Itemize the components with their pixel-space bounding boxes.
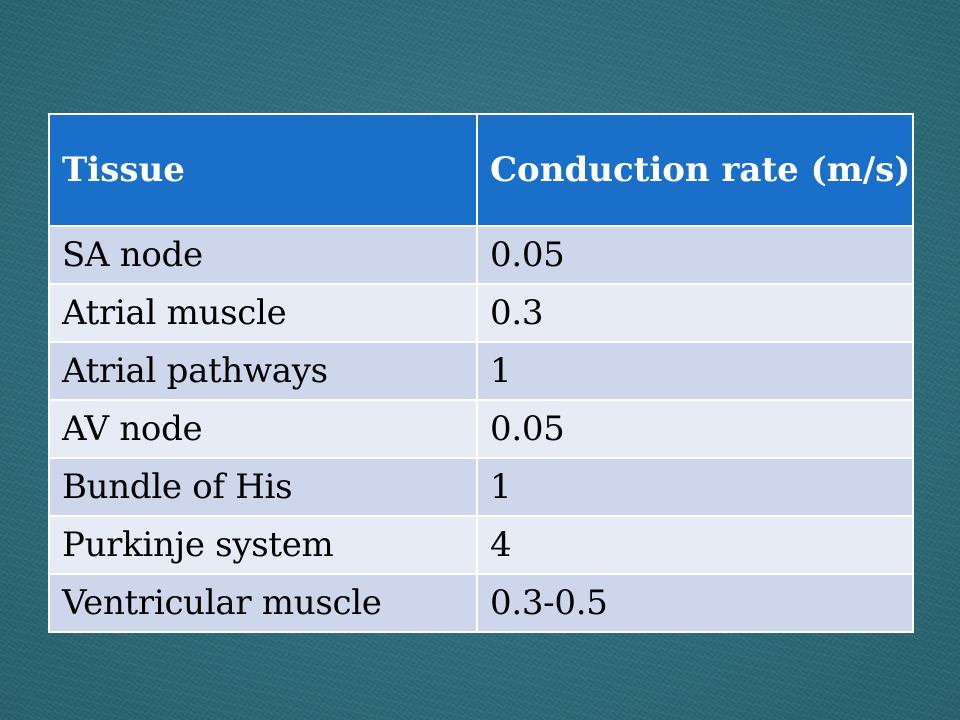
rate-cell: 0.05 xyxy=(476,225,914,285)
tissue-cell: Atrial pathways xyxy=(48,341,478,401)
table-row: Atrial pathways 1 xyxy=(48,341,914,401)
header-tissue: Tissue xyxy=(48,113,478,227)
rate-cell: 0.3 xyxy=(476,283,914,343)
tissue-cell: Atrial muscle xyxy=(48,283,478,343)
table-row: SA node 0.05 xyxy=(48,225,914,285)
header-row: Tissue Conduction rate (m/s) xyxy=(48,113,914,227)
tissue-cell: SA node xyxy=(48,225,478,285)
table-row: Purkinje system 4 xyxy=(48,515,914,575)
conduction-rate-table: Tissue Conduction rate (m/s) SA node 0.0… xyxy=(48,113,914,633)
rate-cell: 0.05 xyxy=(476,399,914,459)
tissue-cell: AV node xyxy=(48,399,478,459)
table-row: AV node 0.05 xyxy=(48,399,914,459)
rate-cell: 1 xyxy=(476,457,914,517)
tissue-cell: Bundle of His xyxy=(48,457,478,517)
table-row: Ventricular muscle 0.3-0.5 xyxy=(48,573,914,633)
rate-cell: 1 xyxy=(476,341,914,401)
header-conduction-rate: Conduction rate (m/s) xyxy=(476,113,914,227)
rate-cell: 0.3-0.5 xyxy=(476,573,914,633)
tissue-cell: Purkinje system xyxy=(48,515,478,575)
rate-cell: 4 xyxy=(476,515,914,575)
table-header: Tissue Conduction rate (m/s) xyxy=(48,113,914,227)
table-row: Atrial muscle 0.3 xyxy=(48,283,914,343)
tissue-cell: Ventricular muscle xyxy=(48,573,478,633)
table-row: Bundle of His 1 xyxy=(48,457,914,517)
table-body: SA node 0.05 Atrial muscle 0.3 Atrial pa… xyxy=(48,225,914,633)
